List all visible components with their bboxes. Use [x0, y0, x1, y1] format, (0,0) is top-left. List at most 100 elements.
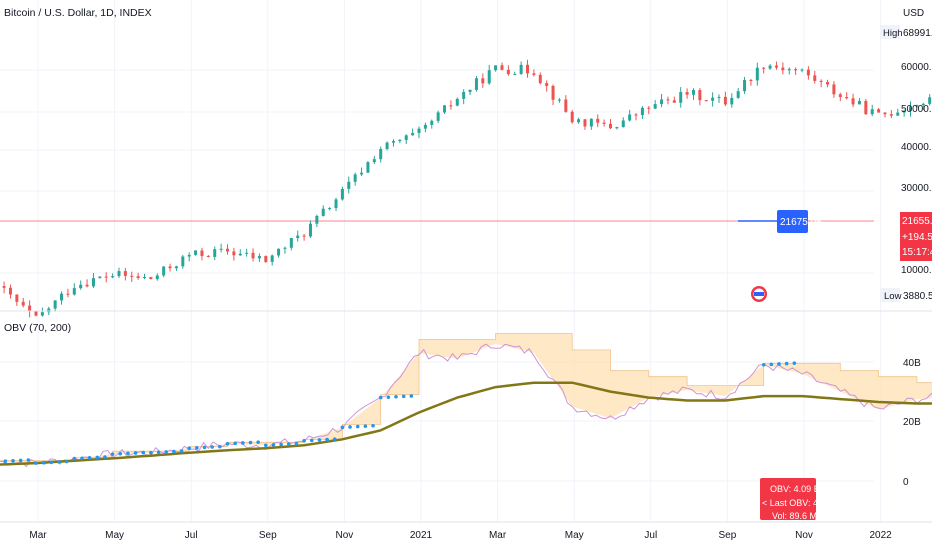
- price-axis[interactable]: USD High 68991.75 60000.00 50000.00 4000…: [880, 8, 932, 302]
- breakout-dot: [95, 455, 100, 460]
- candle-body: [340, 188, 344, 200]
- candle-body: [589, 118, 593, 127]
- candle-body: [526, 64, 530, 74]
- candle-body: [315, 215, 319, 224]
- candle-body: [423, 124, 427, 129]
- candle-body: [755, 67, 759, 81]
- price-pane: [0, 59, 932, 318]
- candle-body: [532, 73, 536, 75]
- candle-body: [896, 112, 900, 116]
- candle-body: [883, 112, 887, 115]
- candle-body: [864, 100, 868, 115]
- candle-body: [296, 235, 300, 239]
- candle-body: [213, 249, 217, 257]
- time-label: Sep: [259, 530, 277, 541]
- breakout-dot: [784, 361, 789, 366]
- breakout-dot: [332, 437, 337, 441]
- candle-body: [2, 286, 6, 288]
- candle-body: [857, 100, 861, 105]
- price-marker-value: 21675.95: [780, 217, 822, 228]
- breakout-dot: [80, 456, 84, 461]
- candle-body: [8, 287, 12, 295]
- tooltip-obv: OBV: 4.09 B: [770, 484, 820, 494]
- candle-body: [909, 106, 913, 111]
- breakout-dot: [769, 362, 774, 367]
- candle-body: [570, 111, 574, 123]
- breakout-dot: [401, 394, 406, 399]
- indicator-title: OBV (70, 200): [4, 322, 71, 334]
- bar-countdown: 15:17:45: [902, 247, 932, 258]
- candle-body: [851, 98, 855, 105]
- candle-body: [34, 311, 38, 316]
- candle-body: [123, 271, 127, 276]
- candle-body: [347, 181, 351, 189]
- candle-body: [257, 256, 261, 259]
- candle-body: [417, 128, 421, 133]
- breakout-dot: [371, 423, 375, 428]
- obv-envelope-line: [0, 333, 932, 462]
- candle-body: [513, 73, 517, 75]
- obv-moving-average: [0, 381, 932, 466]
- obv-tooltip: OBV: 4.09 B < Last OBV: 4.18 B Vol: 89.6…: [760, 478, 839, 521]
- candle-body: [481, 78, 485, 84]
- breakout-dot: [118, 451, 123, 456]
- candle-body: [717, 96, 721, 98]
- candle-body: [21, 301, 25, 306]
- candle-body: [781, 67, 785, 71]
- breakout-dot: [87, 456, 92, 460]
- breakout-dot: [141, 450, 146, 455]
- breakout-dot: [325, 437, 329, 442]
- candle-body: [277, 248, 281, 256]
- breakout-dot: [156, 450, 161, 455]
- candle-body: [877, 109, 881, 113]
- candle-body: [187, 254, 191, 257]
- breakout-dot: [355, 424, 360, 429]
- event-flag-icon[interactable]: [751, 286, 767, 302]
- candle-body: [60, 293, 64, 301]
- time-axis[interactable]: MarMayJulSepNov2021MarMayJulSepNov2022Ma…: [29, 530, 932, 541]
- obv-axis[interactable]: 40B 20B 0: [903, 358, 921, 488]
- candle-body: [251, 252, 255, 259]
- breakout-dot: [103, 455, 107, 459]
- breakout-dot: [187, 446, 191, 451]
- candle-body: [321, 208, 325, 216]
- candle-body: [845, 97, 849, 99]
- breakout-dot: [340, 425, 345, 430]
- candle-body: [577, 119, 581, 123]
- candle-body: [168, 266, 172, 269]
- breakout-dot: [792, 361, 797, 365]
- breakout-dot: [363, 424, 368, 428]
- candle-body: [902, 110, 906, 113]
- candle-body: [130, 275, 134, 277]
- candle-body: [749, 79, 753, 81]
- obv-pane: [0, 333, 932, 468]
- breakout-dot: [286, 442, 291, 446]
- time-label: Mar: [489, 530, 507, 541]
- price-tick: 60000.00: [901, 62, 932, 73]
- candle-body: [436, 112, 440, 121]
- breakout-dot: [225, 441, 230, 446]
- candle-body: [372, 159, 376, 163]
- low-label-box: [880, 288, 900, 302]
- time-label: 2022: [869, 530, 892, 541]
- candle-body: [149, 277, 153, 280]
- breakout-dot: [202, 445, 207, 450]
- candle-body: [628, 114, 632, 121]
- candle-body: [308, 223, 312, 237]
- candle-body: [53, 300, 57, 309]
- candle-body: [915, 105, 919, 107]
- breakout-dot: [302, 438, 306, 443]
- tooltip-volume: Vol: 89.6 M: [772, 511, 817, 521]
- candle-body: [15, 294, 19, 302]
- candle-body: [736, 91, 740, 98]
- price-marker[interactable]: 21675.95: [777, 210, 822, 233]
- breakout-dot: [3, 459, 8, 464]
- candle-body: [104, 276, 108, 278]
- breakout-dot: [110, 452, 115, 456]
- candle-body: [232, 251, 236, 256]
- candle-body: [813, 75, 817, 81]
- breakout-dot: [164, 450, 169, 454]
- breakout-dot: [133, 451, 138, 455]
- high-label: High: [883, 28, 903, 39]
- candle-body: [449, 105, 453, 107]
